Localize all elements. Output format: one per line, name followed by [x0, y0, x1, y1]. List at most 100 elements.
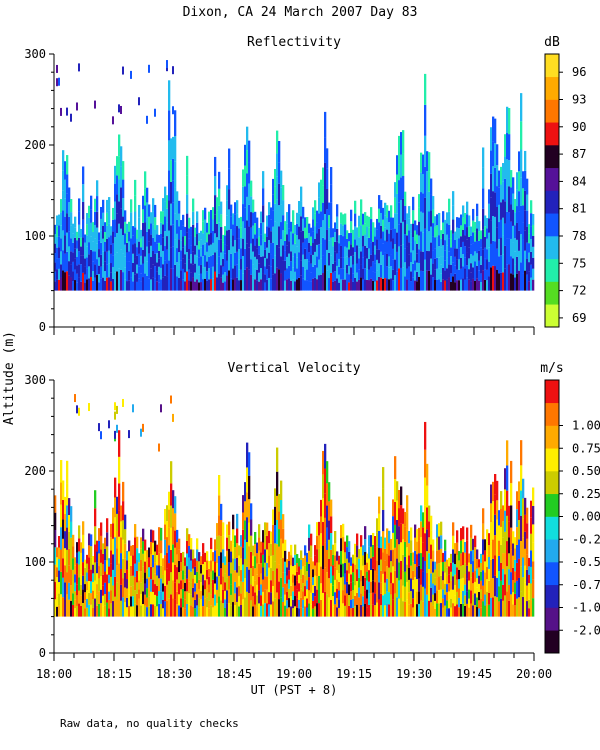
data-column-segment: [442, 222, 445, 234]
data-column-segment: [126, 597, 129, 608]
data-column-segment: [248, 183, 251, 205]
data-column-segment: [78, 237, 81, 252]
data-column-segment: [226, 230, 229, 246]
data-column-segment: [250, 503, 253, 520]
data-column-segment: [346, 264, 349, 274]
data-column-segment: [224, 565, 227, 574]
data-column-segment: [276, 199, 279, 223]
data-column-segment: [468, 562, 471, 572]
data-column-segment: [298, 277, 301, 291]
data-column-segment: [486, 218, 489, 229]
data-column-segment: [384, 227, 387, 241]
data-column-segment: [218, 475, 221, 496]
data-column-segment: [262, 542, 265, 555]
data-column-segment: [212, 552, 215, 562]
data-column-segment: [392, 228, 395, 239]
data-column-segment: [496, 206, 499, 228]
data-column-segment: [294, 253, 297, 263]
data-column-segment: [280, 256, 283, 274]
data-column-segment: [424, 228, 427, 260]
data-column-segment: [274, 203, 277, 222]
data-column-segment: [112, 554, 115, 570]
data-column-segment: [408, 278, 411, 291]
data-column-segment: [166, 521, 169, 538]
data-column-segment: [84, 282, 87, 291]
data-column-segment: [128, 551, 131, 563]
data-column-segment: [264, 266, 267, 275]
data-column-segment: [504, 201, 507, 224]
data-column-segment: [272, 258, 275, 275]
data-column-segment: [240, 237, 243, 249]
data-column-segment: [78, 264, 81, 278]
data-column-segment: [270, 207, 273, 220]
data-column-segment: [508, 553, 511, 570]
data-column-segment: [258, 563, 261, 578]
data-column-segment: [278, 226, 281, 248]
colorbar-swatch: [545, 213, 559, 237]
data-column-segment: [182, 268, 185, 280]
data-column-segment: [410, 603, 413, 617]
data-column-segment: [314, 585, 317, 597]
data-column-segment: [186, 271, 189, 291]
data-column-segment: [102, 606, 105, 617]
data-column-segment: [256, 248, 259, 260]
data-column-segment: [308, 603, 311, 617]
data-column-segment: [276, 471, 279, 496]
data-column-segment: [406, 564, 409, 582]
data-column-segment: [522, 596, 525, 617]
colorbar-swatch: [545, 448, 559, 472]
data-column-segment: [350, 591, 353, 600]
data-column-segment: [378, 276, 381, 291]
data-column-segment: [448, 599, 451, 609]
data-column-segment: [402, 175, 405, 199]
data-column-segment: [322, 273, 325, 291]
data-column-segment: [246, 243, 249, 268]
data-column-segment: [386, 528, 389, 541]
data-column-segment: [518, 151, 521, 172]
data-column-segment: [222, 282, 225, 291]
data-column-segment: [114, 576, 117, 597]
data-column-segment: [442, 571, 445, 581]
data-column-segment: [154, 573, 157, 585]
data-column-segment: [372, 232, 375, 242]
data-column-segment: [180, 270, 183, 281]
data-column-segment: [364, 245, 367, 257]
data-column-segment: [90, 581, 93, 594]
data-column-segment: [138, 562, 141, 572]
data-column-segment: [56, 596, 59, 607]
data-column-segment: [296, 571, 299, 581]
data-column-segment: [408, 592, 411, 605]
data-column-segment: [150, 529, 153, 542]
data-column-segment: [324, 111, 327, 138]
data-column-segment: [410, 527, 413, 541]
data-column-segment: [128, 540, 131, 552]
data-column-segment: [146, 261, 149, 276]
data-column-segment: [460, 566, 463, 579]
data-column-segment: [474, 547, 477, 559]
data-column-segment: [334, 555, 337, 568]
data-column-segment: [508, 160, 511, 187]
data-column-segment: [396, 213, 399, 233]
data-column-segment: [222, 562, 225, 577]
data-column-segment: [76, 563, 79, 575]
data-column-segment: [324, 567, 327, 592]
data-column-segment: [134, 227, 137, 244]
data-column-segment: [528, 252, 531, 263]
data-column-segment: [332, 585, 335, 597]
data-column-segment: [486, 529, 489, 542]
data-column-segment: [492, 216, 495, 241]
data-column-segment: [170, 268, 173, 291]
data-column-segment: [92, 573, 95, 582]
data-column-segment: [154, 605, 157, 617]
data-column-segment: [130, 199, 133, 213]
data-column-segment: [122, 558, 125, 579]
data-column-segment: [170, 181, 173, 204]
data-column-segment: [180, 589, 183, 599]
data-column-segment: [132, 585, 135, 597]
data-column-segment: [138, 204, 141, 218]
data-column-segment: [268, 252, 271, 266]
data-column-segment: [442, 580, 445, 590]
data-column-segment: [332, 575, 335, 586]
data-column-segment: [124, 267, 127, 280]
data-column-segment: [240, 570, 243, 582]
